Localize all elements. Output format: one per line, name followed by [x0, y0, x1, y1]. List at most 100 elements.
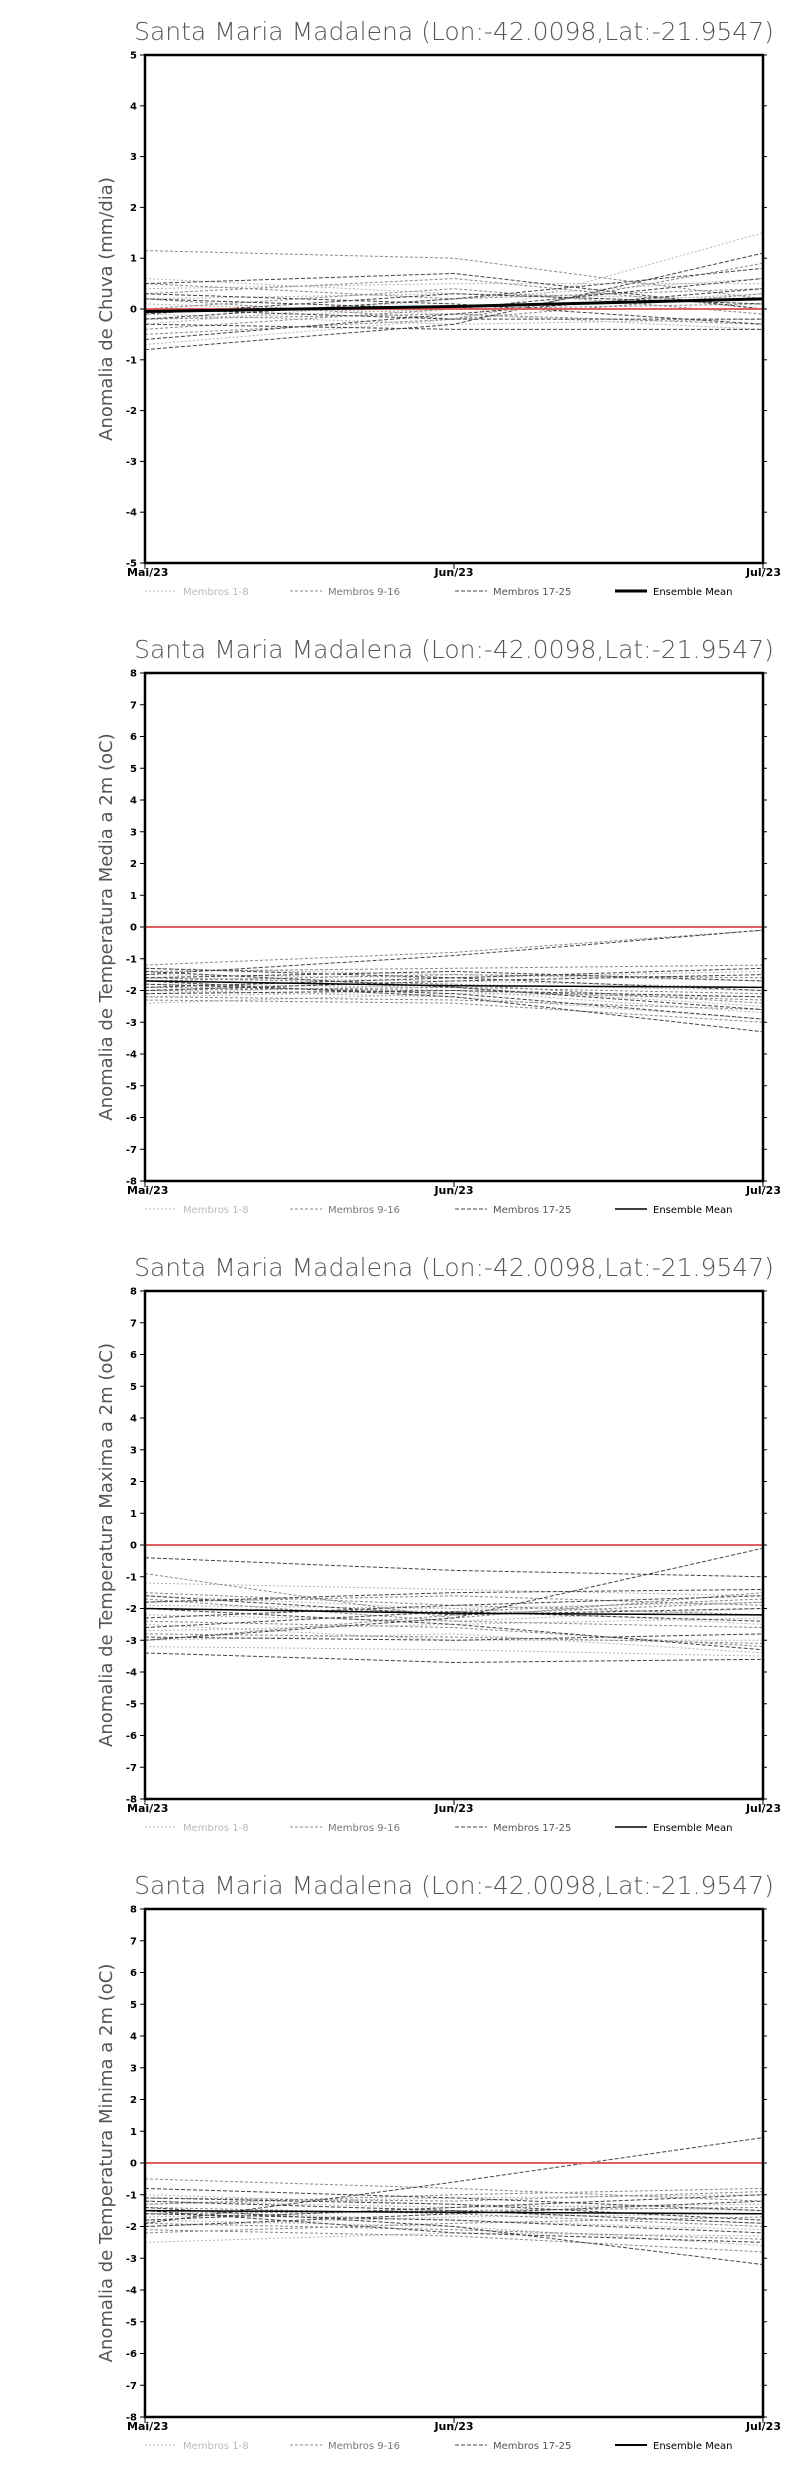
y-tick-label: -4: [126, 508, 137, 519]
legend-label: Ensemble Mean: [653, 587, 732, 598]
member-series-line: [144, 929, 764, 976]
member-series-line: [144, 1598, 764, 1613]
legend: Membros 1-8 Membros 9-16 Membros 17-25 Ense…: [145, 587, 732, 598]
y-tick-label: 0: [130, 305, 137, 316]
y-tick-label: -5: [126, 1081, 137, 1092]
y-tick-label: 8: [130, 1287, 137, 1298]
member-series-line: [144, 2200, 764, 2224]
member-series-line: [144, 2210, 764, 2243]
chart-panel-3: Santa Maria Madalena (Lon:-42.0098,Lat:-…: [96, 1253, 781, 1834]
member-series-line: [144, 1611, 764, 1629]
member-series-line: [144, 283, 763, 290]
chart-title: Santa Maria Madalena (Lon:-42.0098,Lat:-…: [134, 1871, 774, 1900]
y-tick-label: 2: [130, 859, 137, 870]
y-tick-label: 1: [130, 2127, 137, 2138]
legend-label: Membros 1-8: [183, 1205, 249, 1216]
y-tick-label: 8: [130, 1905, 137, 1916]
member-series-line: [144, 2213, 764, 2227]
member-series-line: [144, 996, 764, 1011]
member-series-line: [144, 1633, 764, 1641]
legend-label: Membros 1-8: [183, 1823, 249, 1834]
ensemble-mean-line: [144, 297, 764, 314]
member-series-line: [144, 2206, 764, 2266]
legend-label: Membros 9-16: [328, 587, 400, 598]
member-series-line: [144, 267, 764, 320]
y-tick-label: -7: [126, 2381, 137, 2392]
y-tick-label: 4: [130, 2032, 137, 2043]
y-tick-label: -5: [126, 559, 137, 570]
y-tick-label: 5: [130, 1382, 137, 1393]
member-series-line: [144, 2229, 764, 2253]
y-tick-label: 3: [130, 2063, 137, 2074]
member-series-line: [144, 250, 764, 300]
member-series-line: [144, 2232, 764, 2243]
legend-label: Membros 9-16: [328, 2441, 400, 2452]
member-series-line: [144, 2191, 764, 2202]
y-tick-label: 3: [130, 152, 137, 163]
member-series-line: [144, 2206, 764, 2215]
member-series-line: [144, 1582, 764, 1597]
member-series-line: [144, 252, 764, 351]
member-series-line: [144, 2222, 764, 2240]
y-tick-label: 3: [130, 1445, 137, 1456]
legend-label: Membros 9-16: [328, 1205, 400, 1216]
member-series-line: [144, 293, 764, 325]
x-tick-label: Jul/23: [745, 1802, 781, 1815]
y-axis-label: Anomalia de Temperatura Maxima a 2m (oC): [96, 1343, 117, 1747]
y-tick-label: 5: [130, 764, 137, 775]
member-series-line: [144, 989, 764, 998]
y-tick-label: -6: [126, 1113, 137, 1124]
legend: Membros 1-8 Membros 9-16 Membros 17-25 Ense…: [145, 1205, 732, 1216]
y-tick-label: -2: [126, 1604, 137, 1615]
member-series-line: [144, 974, 764, 991]
x-tick-label: Jun/23: [433, 566, 473, 579]
ensemble-mean-line: [144, 1607, 764, 1616]
y-tick-label: -1: [126, 954, 137, 965]
x-tick-label: Jul/23: [745, 566, 781, 579]
legend-label: Membros 17-25: [493, 1823, 571, 1834]
y-tick-label: -7: [126, 1763, 137, 1774]
plot-frame: [143, 1907, 765, 2419]
member-series-line: [144, 288, 764, 315]
y-tick-label: 0: [130, 2159, 137, 2170]
y-tick-label: -6: [126, 2349, 137, 2360]
member-series-line: [144, 964, 764, 972]
member-series-line: [144, 1608, 764, 1622]
y-axis-label: Anomalia de Temperatura Media a 2m (oC): [96, 733, 117, 1120]
member-series-line: [144, 967, 764, 991]
member-series-line: [144, 974, 764, 982]
member-series-line: [144, 323, 763, 330]
chart-title: Santa Maria Madalena (Lon:-42.0098,Lat:-…: [134, 17, 774, 46]
y-tick-label: -8: [126, 2413, 137, 2424]
x-tick-label: Mai/23: [127, 566, 168, 579]
member-series-line: [144, 2194, 764, 2221]
member-series-line: [144, 303, 764, 330]
x-tick-label: Jul/23: [745, 1184, 781, 1197]
member-series-line: [144, 1598, 764, 1629]
y-tick-label: -3: [126, 457, 137, 468]
member-series-line: [144, 980, 764, 1033]
y-tick-label: -2: [126, 406, 137, 417]
y-tick-label: 0: [130, 923, 137, 934]
legend-label: Ensemble Mean: [653, 1823, 732, 1834]
member-series-line: [144, 977, 764, 1004]
y-tick-label: -7: [126, 1145, 137, 1156]
y-tick-label: -1: [126, 2190, 137, 2201]
member-series-line: [144, 2197, 764, 2221]
member-series-line: [144, 288, 764, 340]
member-series-line: [144, 2187, 764, 2205]
y-tick-label: -2: [126, 986, 137, 997]
member-series-line: [144, 1595, 764, 1616]
member-series-line: [144, 232, 764, 346]
x-tick-label: Mai/23: [127, 1184, 168, 1197]
member-series-line: [144, 1633, 764, 1654]
member-series-line: [144, 1652, 764, 1663]
member-series-line: [144, 1592, 764, 1616]
y-tick-label: -3: [126, 1018, 137, 1029]
chart-panel-4: Santa Maria Madalena (Lon:-42.0098,Lat:-…: [96, 1871, 781, 2452]
y-tick-label: 5: [130, 2000, 137, 2011]
member-series-line: [144, 999, 764, 1023]
y-tick-label: 4: [130, 1414, 137, 1425]
member-series-line: [144, 967, 764, 982]
